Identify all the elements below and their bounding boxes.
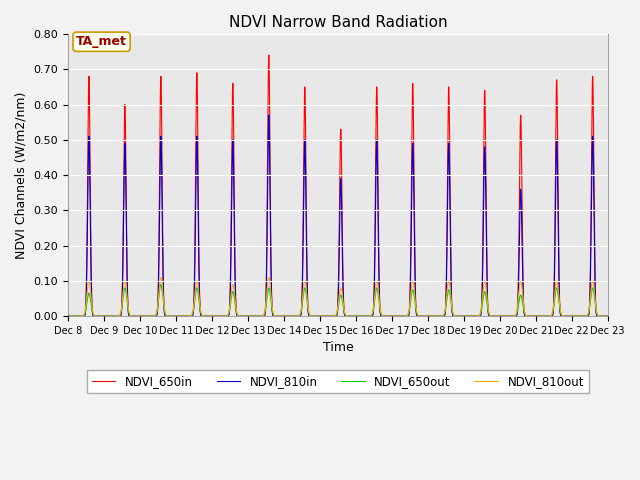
NDVI_650out	[266, 291, 274, 297]
NDVI_810in	[604, 313, 612, 319]
NDVI_810in	[64, 313, 72, 319]
NDVI_650out	[157, 282, 164, 288]
NDVI_810out	[157, 275, 164, 280]
NDVI_810in	[266, 197, 274, 203]
NDVI_650in	[174, 313, 182, 319]
Text: TA_met: TA_met	[76, 35, 127, 48]
NDVI_810in	[412, 310, 420, 316]
NDVI_650in	[489, 313, 497, 319]
NDVI_650in	[266, 163, 274, 168]
Y-axis label: NDVI Channels (W/m2/nm): NDVI Channels (W/m2/nm)	[15, 91, 28, 259]
Title: NDVI Narrow Band Radiation: NDVI Narrow Band Radiation	[228, 15, 447, 30]
NDVI_810out	[174, 313, 182, 319]
NDVI_810out	[489, 313, 497, 319]
NDVI_810in	[265, 112, 273, 118]
NDVI_650in	[180, 313, 188, 319]
Line: NDVI_810in: NDVI_810in	[68, 115, 608, 316]
NDVI_650in	[64, 313, 72, 319]
NDVI_650in	[265, 52, 273, 58]
NDVI_810out	[266, 282, 274, 288]
X-axis label: Time: Time	[323, 341, 353, 355]
NDVI_650in	[602, 313, 610, 319]
Legend: NDVI_650in, NDVI_810in, NDVI_650out, NDVI_810out: NDVI_650in, NDVI_810in, NDVI_650out, NDV…	[87, 370, 589, 393]
NDVI_650out	[604, 313, 612, 319]
NDVI_810out	[602, 313, 610, 319]
Line: NDVI_810out: NDVI_810out	[68, 277, 608, 316]
NDVI_810in	[489, 313, 497, 319]
NDVI_650out	[412, 308, 420, 314]
NDVI_650out	[489, 313, 497, 319]
NDVI_650in	[604, 313, 612, 319]
NDVI_810out	[412, 306, 420, 312]
NDVI_810in	[174, 313, 182, 319]
NDVI_650out	[602, 313, 610, 319]
NDVI_810out	[604, 313, 612, 319]
NDVI_650out	[174, 313, 182, 319]
NDVI_810out	[64, 313, 72, 319]
NDVI_810in	[180, 313, 188, 319]
NDVI_650out	[64, 313, 72, 319]
Line: NDVI_650in: NDVI_650in	[68, 55, 608, 316]
NDVI_650in	[412, 309, 420, 315]
NDVI_810out	[180, 313, 188, 319]
NDVI_650out	[180, 313, 188, 319]
NDVI_810in	[602, 313, 610, 319]
Line: NDVI_650out: NDVI_650out	[68, 285, 608, 316]
